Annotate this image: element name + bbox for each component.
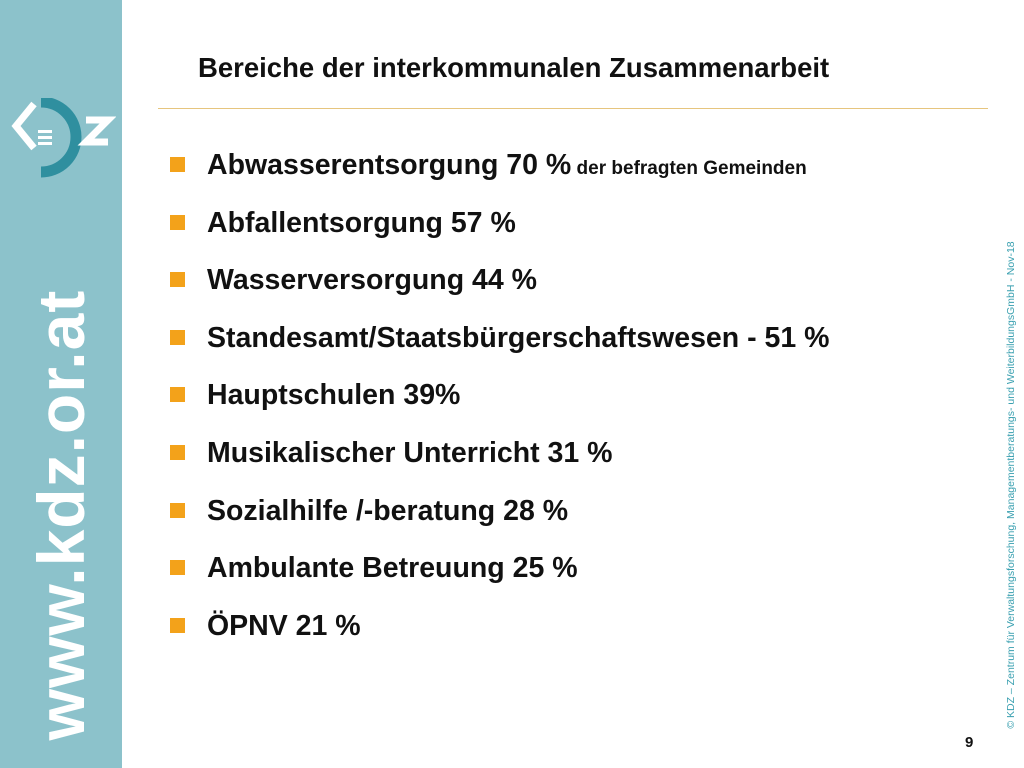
list-item: ÖPNV 21 % <box>170 608 829 666</box>
slide-title: Bereiche der interkommunalen Zusammenarb… <box>198 52 830 83</box>
list-item: Hauptschulen 39% <box>170 377 829 435</box>
item-text: ÖPNV 21 % <box>207 609 361 642</box>
sidebar-band: www.kdz.or.at <box>0 0 122 768</box>
list-item: Abfallentsorgung 57 % <box>170 205 829 263</box>
logo-k-chevron <box>11 101 37 151</box>
list-item: Musikalischer Unterricht 31 % <box>170 435 829 493</box>
square-bullet-icon <box>170 272 185 288</box>
item-text: Wasserversorgung 44 % <box>207 264 537 297</box>
item-text: Ambulante Betreuung 25 % <box>207 552 578 585</box>
copyright-notice: © KDZ – Zentrum für Verwaltungsforschung… <box>1005 241 1017 729</box>
bullet-list: Abwasserentsorgung 70 % der befragten Ge… <box>170 147 829 665</box>
square-bullet-icon <box>170 329 185 345</box>
page-number: 9 <box>965 734 974 751</box>
list-item: Wasserversorgung 44 % <box>170 262 829 320</box>
item-text: Musikalischer Unterricht 31 % <box>207 436 613 469</box>
square-bullet-icon <box>170 617 185 633</box>
kdz-logo <box>11 98 116 178</box>
item-text: Hauptschulen 39% <box>207 379 461 412</box>
square-bullet-icon <box>170 387 185 403</box>
logo-line-3 <box>38 142 52 145</box>
square-bullet-icon <box>170 444 185 460</box>
list-item: Abwasserentsorgung 70 % der befragten Ge… <box>170 147 829 205</box>
square-bullet-icon <box>170 560 185 576</box>
logo-line-1 <box>38 130 52 133</box>
list-item: Standesamt/Staatsbürgerschaftswesen - 51… <box>170 320 829 378</box>
square-bullet-icon <box>170 157 185 172</box>
item-text: Abfallentsorgung 57 % <box>207 206 516 239</box>
item-text: Standesamt/Staatsbürgerschaftswesen - 51… <box>207 321 830 354</box>
item-text: Sozialhilfe /-beratung 28 % <box>207 494 569 527</box>
square-bullet-icon <box>170 214 185 230</box>
website-url[interactable]: www.kdz.or.at <box>24 289 98 741</box>
item-text: Abwasserentsorgung 70 % <box>207 149 572 181</box>
logo-d-arc <box>40 98 82 178</box>
square-bullet-icon <box>170 502 185 518</box>
list-item: Ambulante Betreuung 25 % <box>170 550 829 608</box>
title-divider <box>158 108 988 109</box>
list-item: Sozialhilfe /-beratung 28 % <box>170 493 829 551</box>
logo-z <box>77 116 116 146</box>
item-note: der befragten Gemeinden <box>571 158 807 179</box>
logo-line-2 <box>38 136 52 139</box>
